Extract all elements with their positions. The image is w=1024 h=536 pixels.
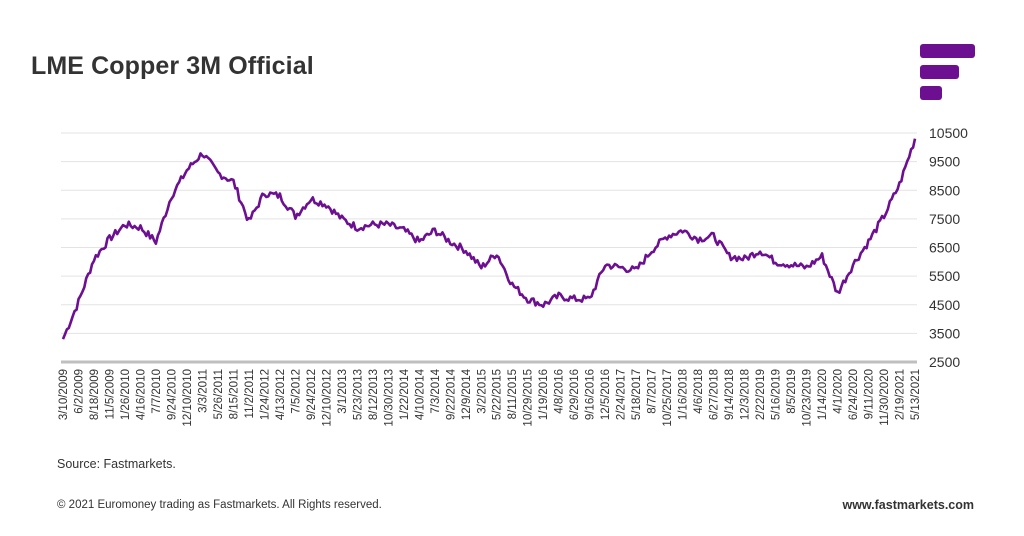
x-tick-label: 7/7/2010 [151, 369, 163, 414]
x-tick-label: 12/9/2014 [461, 368, 473, 420]
gridlines [61, 132, 917, 364]
x-tick-label: 8/5/2019 [786, 369, 798, 414]
fastmarkets-logo-icon [920, 44, 976, 102]
x-tick-label: 5/22/2015 [492, 369, 504, 420]
x-tick-label: 7/5/2012 [290, 369, 302, 414]
x-tick-label: 4/10/2014 [414, 368, 426, 420]
x-tick-label: 4/16/2010 [135, 369, 147, 420]
x-tick-label: 3/2/2015 [476, 369, 488, 414]
logo-bar-short [920, 86, 942, 100]
y-tick-label: 8500 [929, 182, 960, 198]
x-tick-label: 9/11/2020 [864, 369, 876, 419]
x-tick-label: 10/30/2013 [383, 369, 395, 427]
x-tick-label: 11/5/2009 [104, 369, 116, 419]
x-tick-label: 9/24/2012 [306, 369, 318, 420]
x-tick-label: 9/24/2010 [166, 369, 178, 420]
x-tick-label: 6/2/2009 [73, 369, 85, 414]
x-tick-label: 10/29/2015 [523, 369, 535, 427]
x-tick-label: 8/7/2017 [647, 369, 659, 414]
x-tick-label: 1/26/2010 [120, 369, 132, 420]
x-tick-label: 1/16/2018 [678, 369, 690, 420]
x-tick-label: 10/25/2017 [662, 369, 674, 427]
x-tick-label: 4/6/2018 [693, 369, 705, 414]
x-tick-label: 11/2/2011 [244, 369, 256, 418]
y-tick-label: 2500 [929, 354, 960, 370]
y-tick-label: 4500 [929, 297, 960, 313]
x-tick-label: 6/27/2018 [709, 369, 721, 420]
y-tick-label: 7500 [929, 211, 960, 227]
x-tick-label: 8/18/2009 [89, 369, 101, 420]
x-tick-label: 1/22/2014 [399, 368, 411, 420]
x-axis-ticks: 3/10/2009 6/2/2009 8/18/2009 11/5/2009 1/26/… [58, 368, 922, 426]
x-tick-label: 5/13/2021 [910, 369, 922, 420]
source-note: Source: Fastmarkets. [57, 457, 176, 471]
x-tick-label: 10/23/2019 [802, 369, 814, 427]
y-tick-label: 5500 [929, 268, 960, 284]
y-tick-label: 6500 [929, 240, 960, 256]
logo-bar-long [920, 44, 975, 58]
y-tick-label: 10500 [929, 125, 968, 141]
x-tick-label: 3/1/2013 [337, 369, 349, 414]
x-tick-label: 3/10/2009 [58, 369, 70, 420]
series-group [61, 138, 917, 340]
x-tick-label: 9/16/2016 [585, 369, 597, 420]
x-tick-label: 3/3/2011 [197, 369, 209, 413]
y-tick-label: 3500 [929, 325, 960, 341]
x-tick-label: 2/19/2021 [895, 369, 907, 420]
x-tick-label: 8/15/2011 [228, 369, 240, 419]
series-line-copper-price [61, 138, 917, 340]
x-tick-label: 8/11/2015 [507, 369, 519, 419]
x-tick-label: 12/10/2012 [321, 369, 333, 427]
x-tick-label: 7/3/2014 [430, 368, 442, 413]
x-tick-label: 6/29/2016 [569, 369, 581, 420]
x-tick-label: 9/14/2018 [724, 369, 736, 420]
x-tick-label: 5/18/2017 [631, 369, 643, 420]
x-tick-label: 4/1/2020 [833, 369, 845, 414]
copyright-note: © 2021 Euromoney trading as Fastmarkets.… [57, 499, 382, 511]
x-tick-label: 1/14/2020 [817, 369, 829, 420]
x-tick-label: 4/8/2016 [554, 369, 566, 414]
x-tick-label: 12/5/2016 [600, 369, 612, 420]
x-tick-label: 12/3/2018 [740, 369, 752, 420]
x-tick-label: 6/24/2020 [848, 369, 860, 420]
x-tick-label: 11/30/2020 [879, 369, 891, 426]
x-tick-label: 1/19/2016 [538, 369, 550, 420]
x-tick-label: 9/22/2014 [445, 368, 457, 420]
x-tick-label: 1/24/2012 [259, 369, 271, 420]
chart-title: LME Copper 3M Official [31, 52, 314, 80]
x-tick-label: 2/24/2017 [616, 369, 628, 420]
x-tick-label: 5/16/2019 [771, 369, 783, 420]
logo-bar-medium [920, 65, 959, 79]
x-tick-label: 8/12/2013 [368, 369, 380, 420]
y-axis-ticks: 2500 3500 4500 5500 6500 7500 8500 9500 10500 [929, 125, 968, 370]
y-tick-label: 9500 [929, 154, 960, 170]
x-tick-label: 5/23/2013 [352, 369, 364, 420]
x-tick-label: 5/26/2011 [213, 369, 225, 419]
x-tick-label: 2/22/2019 [755, 369, 767, 420]
x-tick-label: 12/10/2010 [182, 369, 194, 427]
x-tick-label: 4/13/2012 [275, 369, 287, 420]
website-link[interactable]: www.fastmarkets.com [842, 498, 974, 512]
